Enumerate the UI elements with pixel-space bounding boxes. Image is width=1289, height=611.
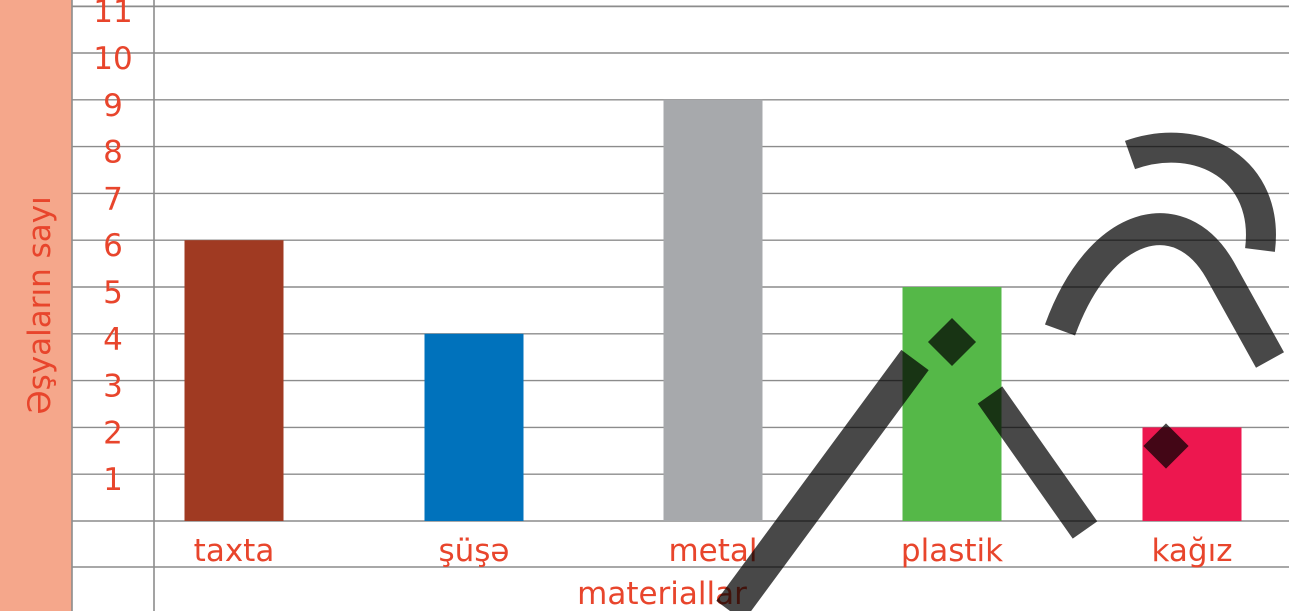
watermark	[716, 132, 1284, 611]
y-tick-label: 10	[93, 41, 132, 77]
y-tick-label: 6	[103, 228, 123, 264]
y-tick-label: 11	[93, 0, 132, 30]
x-category-labels: taxta şüşə metal plastik kağız	[194, 533, 1233, 569]
watermark-stroke	[977, 386, 1098, 539]
watermark-stroke	[1124, 132, 1276, 252]
y-tick-label: 8	[103, 135, 123, 171]
y-tick-label: 5	[103, 275, 123, 311]
y-tick-label: 2	[103, 415, 123, 451]
watermark-stroke	[1044, 213, 1284, 368]
watermark-diamond	[927, 317, 977, 367]
y-tick-label: 1	[103, 462, 123, 498]
y-tick-labels: 1 2 3 4 5 6 7 8 9 10 11	[93, 0, 132, 498]
bar-şüşə	[424, 333, 524, 521]
x-category-label: metal	[668, 533, 757, 569]
x-category-label: kağız	[1152, 533, 1233, 569]
y-axis-label: Əşyaların sayı	[22, 196, 58, 414]
x-category-label: taxta	[194, 533, 275, 569]
x-axis-label: materiallar	[577, 576, 747, 611]
x-category-label: şüşə	[438, 533, 509, 569]
x-category-label: plastik	[901, 533, 1003, 569]
bar-taxta	[184, 240, 284, 521]
y-tick-label: 7	[103, 181, 123, 217]
y-tick-label: 3	[103, 369, 123, 405]
y-tick-label: 9	[103, 88, 123, 124]
y-axis-label-panel	[0, 0, 72, 611]
watermark-stroke	[716, 349, 929, 611]
bar-metal	[663, 99, 763, 522]
y-tick-label: 4	[103, 322, 123, 358]
